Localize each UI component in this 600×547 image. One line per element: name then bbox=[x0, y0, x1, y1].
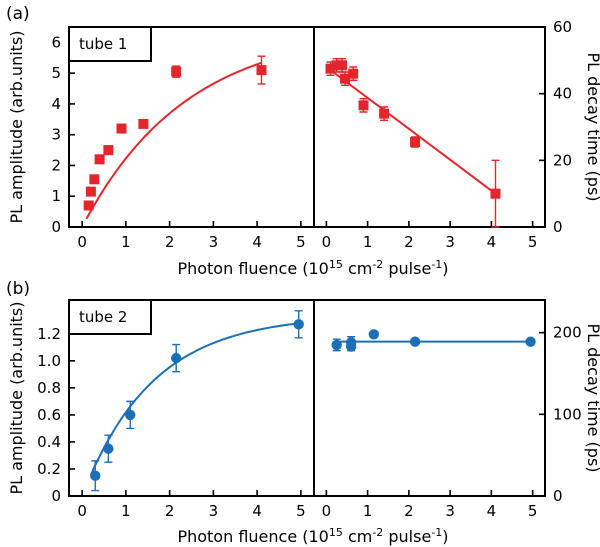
p1-right-point-2 bbox=[345, 341, 357, 352]
p1-left-fit-line bbox=[89, 322, 299, 476]
p0-left-point-5 bbox=[116, 123, 127, 134]
p0-right-point-2 bbox=[337, 60, 348, 71]
p0-left-ytick-label-5: 5 bbox=[51, 64, 61, 82]
p0-left-point-8 bbox=[256, 65, 267, 76]
p1-left-xtick-label-1: 1 bbox=[121, 502, 131, 520]
tube2-label: tube 2 bbox=[79, 308, 127, 326]
p0-right-point-6 bbox=[379, 108, 390, 119]
p1-left-point-1 bbox=[103, 443, 114, 454]
p1-left-ytick-label-6: 1.2 bbox=[37, 325, 61, 343]
p1-right-ytick-label-1: 100 bbox=[553, 405, 582, 423]
panel-a-left-ylabel: PL amplitude (arb.units) bbox=[7, 30, 26, 223]
p1-right-xtick-label-2: 2 bbox=[404, 502, 414, 520]
p1-right-xtick-label-4: 4 bbox=[487, 502, 497, 520]
p0-right-point-1 bbox=[331, 60, 342, 71]
p0-right-xtick-label-0: 0 bbox=[322, 233, 332, 251]
p0-right-xtick-label-3: 3 bbox=[445, 233, 455, 251]
p0-left-ytick-label-4: 4 bbox=[51, 95, 61, 113]
panel-a-xlabel: Photon fluence (1015 cm-2 pulse-1) bbox=[177, 258, 448, 278]
p0-right-ytick-label-0: 0 bbox=[553, 218, 563, 236]
panel-a-label: (a) bbox=[6, 4, 30, 24]
p0-left-point-3 bbox=[94, 154, 105, 165]
p1-left-ytick-label-0: 0 bbox=[51, 487, 61, 505]
panel-a-right-ylabel: PL decay time (ps) bbox=[584, 52, 600, 201]
p0-left-point-0 bbox=[83, 200, 94, 211]
tube2-label-box bbox=[68, 299, 152, 335]
p1-right-xtick-label-5: 5 bbox=[528, 502, 538, 520]
p0-left-ytick-label-1: 1 bbox=[51, 187, 61, 205]
p0-left-point-1 bbox=[85, 186, 96, 197]
p0-right-point-3 bbox=[339, 73, 350, 84]
panel-b-label: (b) bbox=[6, 279, 30, 299]
p0-right-ytick-label-1: 20 bbox=[553, 151, 572, 169]
p0-right-fit-line bbox=[325, 66, 497, 195]
p1-left-xtick-label-0: 0 bbox=[77, 502, 87, 520]
p1-left-xtick-label-2: 2 bbox=[165, 502, 175, 520]
p1-right-point-4 bbox=[409, 336, 421, 347]
p0-right-point-4 bbox=[348, 68, 359, 79]
p1-left-ytick-label-2: 0.4 bbox=[37, 433, 61, 451]
panel-b-left-plot: 0 1 2 3 4 5 0 0.2 0.4 0.6 0.8 1.0 1.2 bbox=[37, 310, 306, 520]
p0-right-point-8 bbox=[490, 188, 501, 199]
p0-right-point-0 bbox=[325, 63, 336, 74]
p0-right-xtick-label-5: 5 bbox=[528, 233, 538, 251]
p0-left-ytick-label-6: 6 bbox=[51, 33, 61, 51]
p1-left-ytick-label-1: 0.2 bbox=[37, 460, 61, 478]
panel-a-left-plot: 0 1 2 3 4 5 0 1 2 3 4 5 6 bbox=[51, 33, 305, 251]
p0-left-xtick-label-5: 5 bbox=[296, 233, 306, 251]
p1-right-ytick-label-0: 0 bbox=[553, 487, 563, 505]
p0-left-ytick-label-3: 3 bbox=[51, 126, 61, 144]
p1-left-xtick-label-4: 4 bbox=[252, 502, 262, 520]
p0-left-point-7 bbox=[171, 66, 182, 77]
p0-right-xtick-label-1: 1 bbox=[363, 233, 373, 251]
p1-left-xtick-label-5: 5 bbox=[296, 502, 306, 520]
p1-right-xtick-label-3: 3 bbox=[445, 502, 455, 520]
p0-right-point-5 bbox=[358, 100, 369, 111]
p0-right-xtick-label-4: 4 bbox=[487, 233, 497, 251]
panel-b-xlabel: Photon fluence (1015 cm-2 pulse-1) bbox=[177, 526, 448, 546]
p0-left-xtick-label-2: 2 bbox=[165, 233, 175, 251]
p0-right-xtick-label-2: 2 bbox=[404, 233, 414, 251]
p0-right-ytick-label-2: 40 bbox=[553, 85, 572, 103]
p1-left-ytick-label-3: 0.6 bbox=[37, 406, 61, 424]
p1-left-ytick-label-4: 0.8 bbox=[37, 379, 61, 397]
p1-left-point-0 bbox=[90, 470, 101, 481]
p1-right-point-0 bbox=[331, 339, 342, 351]
panel-b-right-ylabel: PL decay time (ps) bbox=[584, 323, 600, 472]
p1-right-xtick-label-1: 1 bbox=[363, 502, 373, 520]
p1-right-ytick-label-2: 200 bbox=[553, 324, 582, 342]
p0-left-ytick-label-0: 0 bbox=[51, 218, 61, 236]
p0-left-point-2 bbox=[89, 174, 100, 185]
p0-left-ytick-label-2: 2 bbox=[51, 156, 61, 174]
tube1-label-box bbox=[68, 26, 152, 62]
p1-right-xtick-label-0: 0 bbox=[322, 502, 332, 520]
p0-left-xtick-label-1: 1 bbox=[121, 233, 131, 251]
p0-left-point-6 bbox=[138, 118, 149, 129]
p0-left-fit-line bbox=[85, 61, 262, 220]
tube1-label: tube 1 bbox=[79, 35, 127, 53]
panel-b-right-frame bbox=[313, 299, 546, 497]
p1-left-ytick-label-5: 1.0 bbox=[37, 352, 61, 370]
p0-left-xtick-label-0: 0 bbox=[77, 233, 87, 251]
p1-right-point-5 bbox=[525, 336, 536, 347]
p1-left-xtick-label-3: 3 bbox=[209, 502, 219, 520]
p0-right-ytick-label-3: 60 bbox=[553, 18, 572, 36]
p1-left-point-2 bbox=[125, 409, 136, 421]
panel-a-right-frame bbox=[313, 26, 546, 228]
p1-right-point-3 bbox=[368, 329, 380, 340]
p0-left-xtick-label-3: 3 bbox=[209, 233, 219, 251]
p0-left-point-4 bbox=[103, 145, 114, 156]
p0-left-xtick-label-4: 4 bbox=[252, 233, 262, 251]
p1-left-point-3 bbox=[170, 352, 182, 364]
p0-right-point-7 bbox=[410, 137, 421, 147]
panel-b-left-ylabel: PL amplitude (arb.units) bbox=[7, 301, 26, 494]
p1-left-point-4 bbox=[293, 319, 304, 330]
